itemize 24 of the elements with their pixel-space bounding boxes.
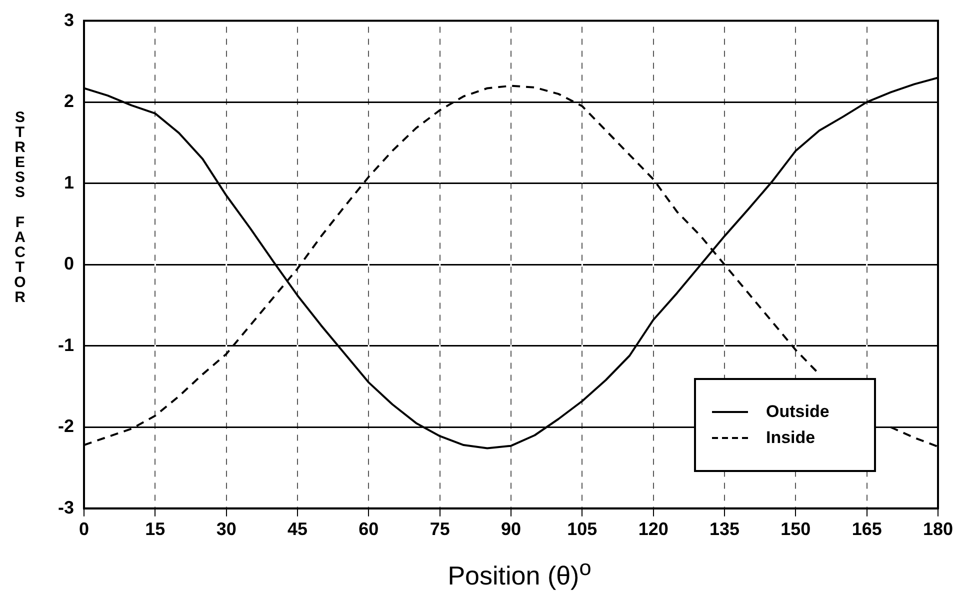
x-tick-label: 150 <box>780 519 811 540</box>
x-tick-label: 15 <box>145 519 166 540</box>
x-tick-label: 165 <box>852 519 882 540</box>
x-tick-label: 120 <box>638 519 668 540</box>
y-tick-label: -3 <box>58 497 74 518</box>
y-tick-label: -1 <box>58 334 74 355</box>
x-tick-label: 45 <box>287 519 308 540</box>
x-tick-label: 90 <box>500 519 522 540</box>
x-tick-label: 60 <box>358 519 379 540</box>
legend-label: Outside <box>766 402 830 422</box>
x-tick-label: 180 <box>922 519 954 540</box>
x-tick-label: 30 <box>216 519 236 540</box>
x-tick-label: 0 <box>78 519 90 540</box>
y-tick-label: -2 <box>58 416 74 436</box>
y-tick-label: 2 <box>64 91 74 112</box>
y-tick-label: 1 <box>64 172 74 192</box>
y-tick-label: 3 <box>64 10 74 30</box>
x-axis-title: Position (θ)$^{o}$ <box>446 555 592 592</box>
legend-label: Inside <box>766 428 816 448</box>
x-tick-label: 105 <box>567 519 598 540</box>
x-tick-label: 75 <box>430 519 450 540</box>
y-tick-label: 0 <box>64 254 74 274</box>
x-tick-label: 135 <box>709 519 740 540</box>
text: STRESS FACTOR <box>14 109 26 306</box>
